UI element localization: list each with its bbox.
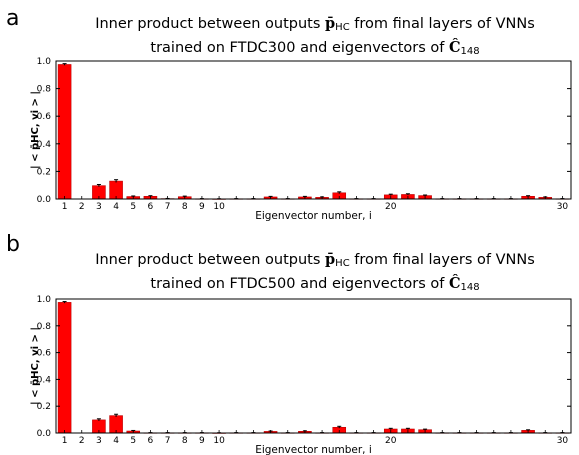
x-tick-label: 7 xyxy=(165,436,171,446)
y-tick-label: 0.4 xyxy=(37,140,52,150)
y-tick-label: 1.0 xyxy=(37,295,52,305)
x-tick-label: 9 xyxy=(199,202,205,212)
x-tick-label: 2 xyxy=(79,202,85,212)
chart-title-a: Inner product between outputs p̄HC from … xyxy=(60,14,570,62)
title-line2-pre: trained on FTDC300 and eigenvectors of xyxy=(150,40,449,56)
plot-frame xyxy=(55,60,572,200)
title-line1-post: from final layers of VNNs xyxy=(349,16,535,32)
x-axis-label: Eigenvector number, i xyxy=(255,444,372,455)
x-tick-label: 2 xyxy=(79,436,85,446)
x-tick-label: 6 xyxy=(148,202,154,212)
title-line1-pre: Inner product between outputs xyxy=(95,16,326,32)
chart-b: 0.0 0.2 0.4 0.6 0.8 1.0 1 2 3 4 5 6 7 8 9 10 20 30 Eigenve… xyxy=(30,295,572,455)
x-tick-label: 7 xyxy=(165,202,171,212)
x-tick-label: 3 xyxy=(96,436,102,446)
y-tick-label: 0.8 xyxy=(37,85,52,95)
y-axis-label: | < p̄HC, vi > | xyxy=(30,327,41,405)
y-axis-label: | < p̄HC, vi > | xyxy=(30,91,41,169)
panel-a: 0.0 0.2 0.4 0.6 0.8 1.0 1 2 3 4 5 6 7 8 9 10 20 30 Eigenve… xyxy=(0,0,579,227)
x-tick-label: 4 xyxy=(113,202,119,212)
title-math-c: Ĉ xyxy=(448,275,461,292)
x-tick-label: 30 xyxy=(557,202,569,212)
title-line1-post: from final layers of VNNs xyxy=(349,252,535,268)
y-tick-label: 0.6 xyxy=(37,349,52,359)
panel-letter-a: a xyxy=(6,6,20,31)
title-line2-pre: trained on FTDC500 and eigenvectors of xyxy=(150,276,449,292)
x-tick-label: 8 xyxy=(182,202,188,212)
y-tick-label: 0.8 xyxy=(37,322,52,332)
bar xyxy=(57,64,72,200)
x-tick-label: 6 xyxy=(148,436,154,446)
title-math-c: Ĉ xyxy=(448,39,461,56)
x-tick-label: 9 xyxy=(199,436,205,446)
title-math-p: p̄ xyxy=(325,15,336,32)
x-tick-label: 3 xyxy=(96,202,102,212)
x-tick-label: 1 xyxy=(62,436,68,446)
x-tick-label: 10 xyxy=(213,202,225,212)
x-tick-label: 20 xyxy=(385,436,397,446)
y-tick-label: 0.2 xyxy=(37,402,51,412)
x-tick-label: 5 xyxy=(130,436,136,446)
y-tick-label: 0.6 xyxy=(37,112,52,122)
y-tick-label: 0.0 xyxy=(37,429,52,439)
panel-b: 0.0 0.2 0.4 0.6 0.8 1.0 1 2 3 4 5 6 7 8 9 10 20 30 Eigenve… xyxy=(0,228,579,455)
title-math-p: p̄ xyxy=(325,251,336,268)
x-tick-label: 5 xyxy=(130,202,136,212)
title-math-p-sub: HC xyxy=(335,22,350,33)
plot-frame xyxy=(55,298,572,434)
x-tick-label: 8 xyxy=(182,436,188,446)
title-math-c-sub: 148 xyxy=(460,46,480,57)
panel-letter-b: b xyxy=(6,232,20,257)
y-tick-label: 1.0 xyxy=(37,57,52,67)
bar xyxy=(57,302,72,434)
x-axis-label: Eigenvector number, i xyxy=(255,210,372,222)
y-tick-label: 0.0 xyxy=(37,195,52,205)
title-line1-pre: Inner product between outputs xyxy=(95,252,326,268)
x-tick-label: 10 xyxy=(213,436,225,446)
x-tick-label: 20 xyxy=(385,202,397,212)
x-tick-label: 1 xyxy=(62,202,68,212)
y-tick-label: 0.2 xyxy=(37,167,51,177)
title-math-c-sub: 148 xyxy=(460,282,480,293)
y-tick-label: 0.4 xyxy=(37,375,52,385)
x-tick-label: 4 xyxy=(113,436,119,446)
x-tick-label: 30 xyxy=(557,436,569,446)
title-math-p-sub: HC xyxy=(335,258,350,269)
chart-a: 0.0 0.2 0.4 0.6 0.8 1.0 1 2 3 4 5 6 7 8 9 10 20 30 Eigenve… xyxy=(30,57,572,222)
chart-title-b: Inner product between outputs p̄HC from … xyxy=(60,250,570,298)
